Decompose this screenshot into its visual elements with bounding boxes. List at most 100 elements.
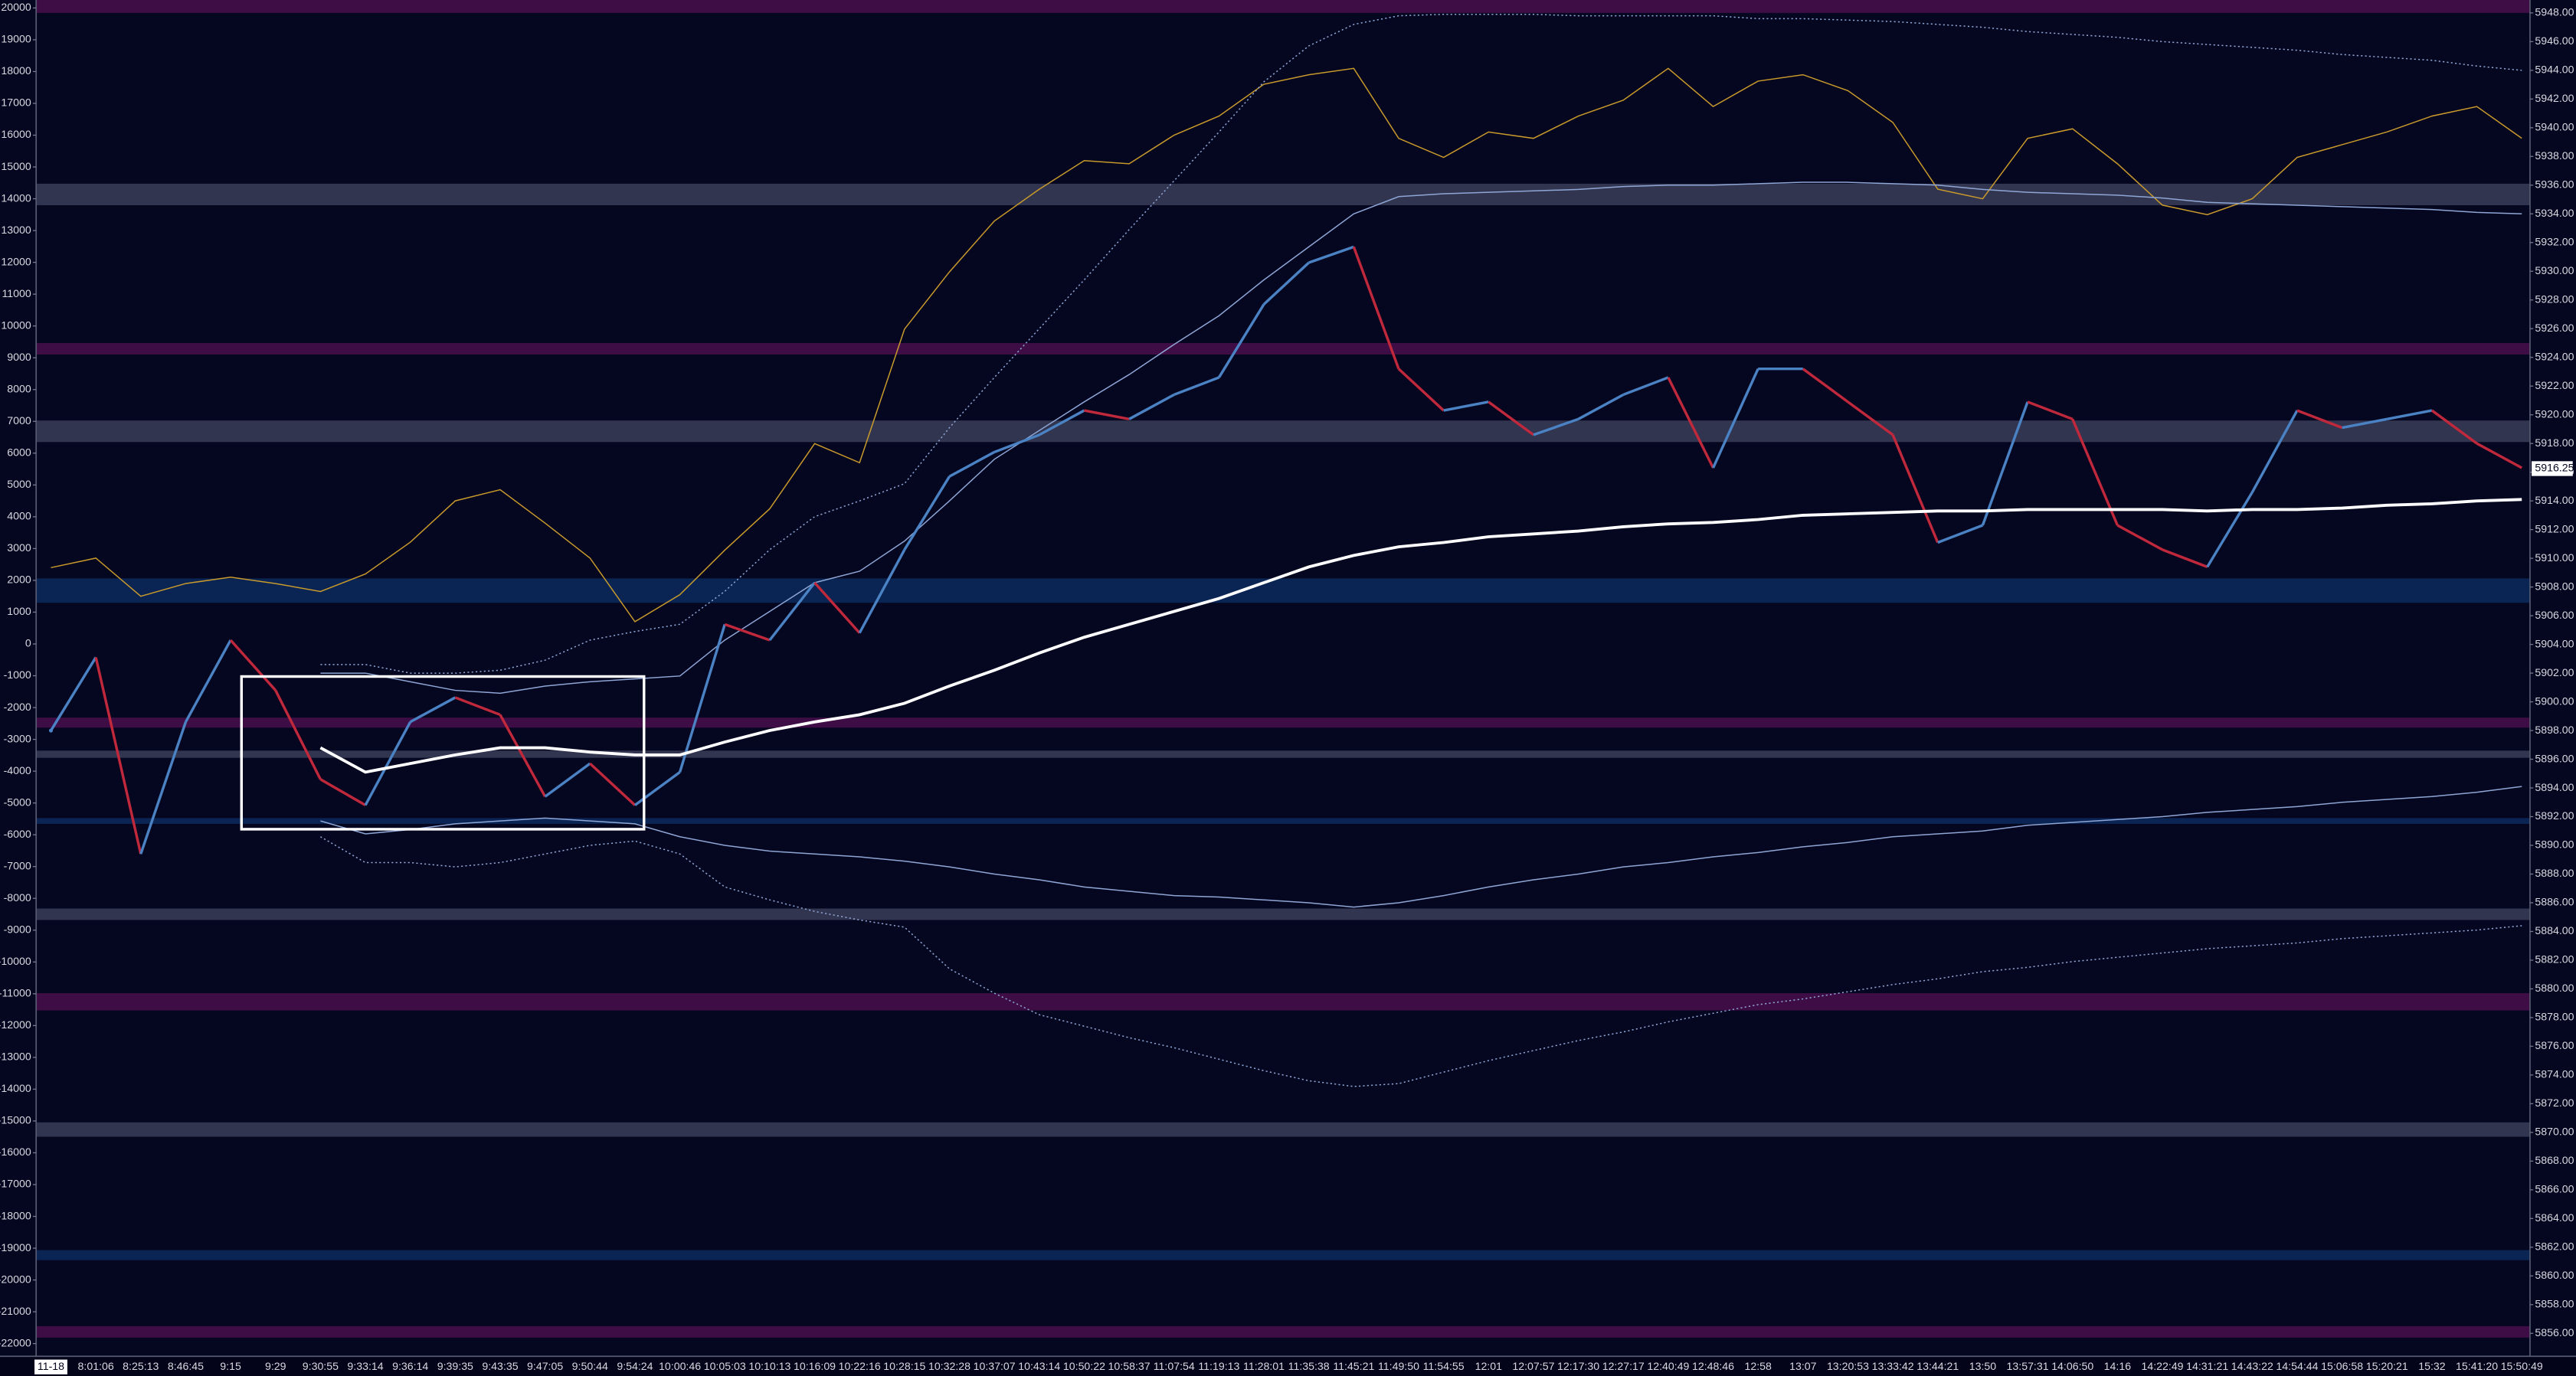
x-tick-label: 15:41:20: [2456, 1360, 2498, 1372]
y-tick-label: -7000: [4, 859, 31, 871]
price-segment: [1981, 401, 2029, 526]
price-segment: [454, 696, 501, 717]
y2-tick-label: 5936.00: [2535, 178, 2574, 191]
y2-tick-label: 5900.00: [2535, 695, 2574, 707]
zone: [36, 1250, 2530, 1260]
x-tick-label: 9:15: [220, 1360, 241, 1372]
y2-tick-label: 5906.00: [2535, 609, 2574, 621]
y-tick-label: -13000: [0, 1051, 31, 1063]
x-tick-label: 10:50:22: [1063, 1360, 1105, 1372]
x-tick-label: 14:06:50: [2051, 1360, 2093, 1372]
x-tick-label: 12:40:49: [1647, 1360, 1689, 1372]
x-tick-label: 10:16:09: [794, 1360, 836, 1372]
y-tick-label: 6000: [7, 446, 31, 459]
y2-tick-label: 5860.00: [2535, 1269, 2574, 1281]
price-segment: [2430, 409, 2478, 445]
zone: [36, 0, 2530, 13]
y-tick-label: -2000: [4, 701, 31, 713]
x-tick-label: 10:22:16: [839, 1360, 881, 1372]
y2-tick-label: 5878.00: [2535, 1011, 2574, 1023]
x-tick-label: 13:33:42: [1872, 1360, 1914, 1372]
price-segment: [2116, 524, 2163, 551]
x-tick-label: 9:30:55: [303, 1360, 339, 1372]
x-tick-label: 10:10:13: [748, 1360, 790, 1372]
x-tick-label: 11:54:55: [1423, 1360, 1465, 1372]
y-tick-label: -18000: [0, 1209, 31, 1221]
x-tick-label: 9:50:44: [572, 1360, 608, 1372]
price-segment: [813, 581, 861, 634]
price-segment: [993, 433, 1040, 454]
y2-tick-label: 5928.00: [2535, 293, 2574, 305]
y-tick-label: -5000: [4, 796, 31, 808]
zones: [36, 0, 2530, 1338]
y-tick-label: -11000: [0, 987, 31, 999]
x-tick-label: 15:20:21: [2366, 1360, 2408, 1372]
price-segment: [1937, 524, 1984, 544]
y2-tick-label: 5934.00: [2535, 207, 2574, 219]
zone: [36, 578, 2530, 603]
price-segment: [50, 656, 97, 731]
y-tick-label: -12000: [0, 1018, 31, 1031]
y-tick-label: 0: [25, 637, 31, 649]
x-tick-label: 12:17:30: [1557, 1360, 1599, 1372]
x-tick-label: 9:29: [265, 1360, 286, 1372]
zone: [36, 1122, 2530, 1137]
last-price-label: 5916.25: [2535, 462, 2574, 474]
y-tick-label: -3000: [4, 732, 31, 744]
y2-tick-label: 5920.00: [2535, 407, 2574, 420]
y-tick-label: 7000: [7, 414, 31, 427]
x-tick-label: 13:20:53: [1827, 1360, 1869, 1372]
y2-tick-label: 5898.00: [2535, 724, 2574, 736]
y2-tick-label: 5886.00: [2535, 896, 2574, 908]
x-tick-label: 10:05:03: [704, 1360, 746, 1372]
y-tick-label: 15000: [1, 160, 31, 172]
y2-tick-label: 5892.00: [2535, 809, 2574, 822]
price-segment: [364, 721, 412, 806]
y-tick-label: -6000: [4, 828, 31, 840]
y-tick-label: 3000: [7, 541, 31, 554]
y2-tick-label: 5914.00: [2535, 494, 2574, 506]
y2-tick-label: 5864.00: [2535, 1211, 2574, 1224]
y2-tick-label: 5874.00: [2535, 1068, 2574, 1080]
price-segment: [1847, 400, 1894, 436]
y2-tick-label: 5924.00: [2535, 350, 2574, 362]
x-tick-label: 12:01: [1475, 1360, 1503, 1372]
y2-tick-label: 5918.00: [2535, 436, 2574, 449]
y2-tick-label: 5872.00: [2535, 1097, 2574, 1109]
price-segment: [1711, 368, 1759, 469]
price-segment: [1488, 400, 1534, 436]
y2-tick-label: 5862.00: [2535, 1240, 2574, 1253]
x-tick-label: 9:33:14: [347, 1360, 383, 1372]
price-segment: [2386, 409, 2433, 420]
line-series: [320, 786, 2522, 908]
y2-tick-label: 5902.00: [2535, 666, 2574, 678]
price-segment: [1262, 261, 1310, 306]
y-tick-label: 4000: [7, 510, 31, 522]
x-tick-label: 9:47:05: [527, 1360, 563, 1372]
y-tick-label: -16000: [0, 1146, 31, 1158]
y-tick-label: 16000: [1, 128, 31, 140]
selection-box: [240, 675, 646, 831]
x-tick-label: 12:48:46: [1692, 1360, 1734, 1372]
price-segment: [2071, 418, 2119, 526]
y-tick-label: -9000: [4, 923, 31, 935]
y2-tick-label: 5868.00: [2535, 1154, 2574, 1166]
y-tick-label: 18000: [1, 64, 31, 77]
y2-tick-label: 5856.00: [2535, 1326, 2574, 1338]
y-tick-label: -14000: [0, 1082, 31, 1094]
y-tick-label: 12000: [1, 255, 31, 267]
price-segment: [678, 623, 726, 773]
zone: [36, 183, 2530, 206]
y-tick-label: 8000: [7, 382, 31, 394]
price-segment: [274, 689, 322, 780]
x-tick-label: 9:39:35: [437, 1360, 473, 1372]
y2-tick-label: 5882.00: [2535, 953, 2574, 966]
price-segment: [1352, 246, 1400, 370]
y-tick-label: -20000: [0, 1273, 31, 1285]
x-tick-label: 14:54:44: [2276, 1360, 2318, 1372]
y2-tick-label: 5922.00: [2535, 379, 2574, 391]
x-tick-label: 9:54:24: [617, 1360, 653, 1372]
series: [48, 13, 2523, 1087]
y2-tick-label: 5876.00: [2535, 1039, 2574, 1051]
price-segment: [1173, 376, 1219, 397]
